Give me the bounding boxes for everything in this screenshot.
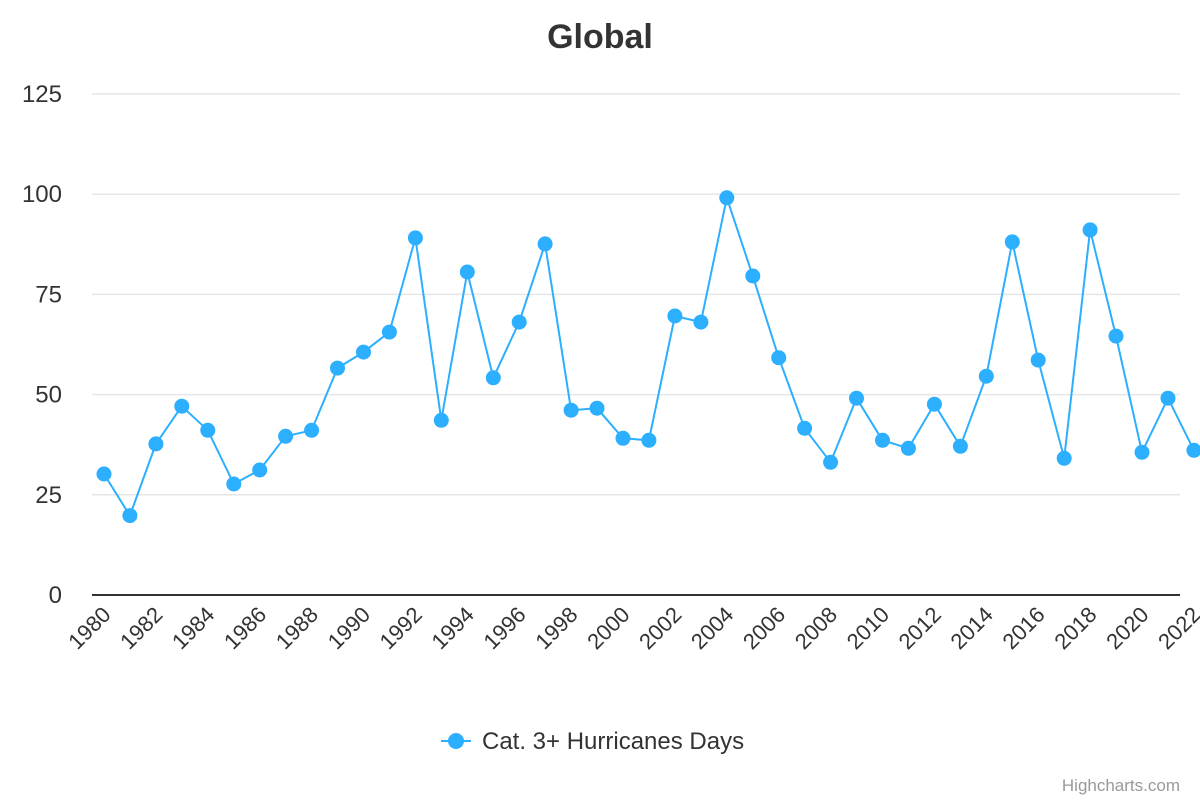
- data-point[interactable]: [1082, 222, 1098, 238]
- x-tick-label: 2020: [1101, 602, 1153, 654]
- x-tick-label: 2006: [738, 602, 790, 654]
- data-point[interactable]: [330, 360, 345, 376]
- x-tick-label: 2004: [686, 602, 738, 654]
- data-point[interactable]: [875, 432, 890, 448]
- data-point[interactable]: [1056, 450, 1072, 466]
- data-point[interactable]: [589, 400, 605, 416]
- series-group: [96, 190, 1200, 524]
- data-point[interactable]: [745, 268, 761, 284]
- data-point[interactable]: [1160, 390, 1176, 406]
- chart-title: Global: [547, 18, 653, 56]
- x-tick-label: 2012: [894, 602, 946, 654]
- x-tick-label: 1988: [271, 602, 323, 654]
- data-point[interactable]: [407, 230, 423, 246]
- x-tick-label: 1980: [63, 602, 115, 654]
- data-point[interactable]: [719, 190, 735, 206]
- legend-marker-icon: [448, 733, 464, 749]
- data-point[interactable]: [1108, 328, 1124, 344]
- data-point[interactable]: [823, 454, 839, 470]
- data-point[interactable]: [96, 466, 112, 482]
- data-point[interactable]: [122, 508, 138, 524]
- y-axis-ticks: 0 25 50 75 100 125: [22, 81, 62, 609]
- x-tick-label: 2002: [634, 602, 686, 654]
- x-tick-label: 1992: [375, 602, 427, 654]
- data-point[interactable]: [693, 314, 709, 330]
- data-point[interactable]: [148, 436, 164, 452]
- x-tick-label: 1998: [530, 602, 582, 654]
- x-tick-label: 2016: [997, 602, 1049, 654]
- x-tick-label: 2022: [1153, 602, 1200, 654]
- legend-item-label[interactable]: Cat. 3+ Hurricanes Days: [482, 728, 744, 755]
- y-tick-label: 100: [22, 181, 62, 208]
- data-point[interactable]: [537, 236, 553, 252]
- data-point[interactable]: [1004, 234, 1020, 250]
- data-point[interactable]: [1134, 444, 1150, 460]
- legend[interactable]: Cat. 3+ Hurricanes Days: [441, 728, 744, 755]
- credits-link[interactable]: Highcharts.com: [1062, 776, 1180, 795]
- data-point[interactable]: [252, 462, 268, 478]
- data-point[interactable]: [511, 314, 527, 330]
- data-point[interactable]: [200, 422, 216, 438]
- x-tick-label: 2018: [1049, 602, 1101, 654]
- data-point[interactable]: [356, 344, 371, 360]
- y-tick-label: 0: [49, 582, 62, 609]
- x-tick-label: 2014: [946, 602, 998, 654]
- y-tick-label: 75: [35, 281, 62, 308]
- data-point[interactable]: [304, 422, 320, 438]
- data-point[interactable]: [485, 370, 501, 386]
- data-point[interactable]: [615, 430, 631, 446]
- data-point[interactable]: [771, 350, 787, 366]
- y-tick-label: 50: [35, 382, 62, 409]
- x-tick-label: 2008: [790, 602, 842, 654]
- data-point[interactable]: [563, 402, 579, 418]
- data-point[interactable]: [667, 308, 683, 324]
- x-tick-label: 1990: [323, 602, 375, 654]
- data-point[interactable]: [978, 368, 994, 384]
- data-point[interactable]: [1186, 442, 1200, 458]
- data-point[interactable]: [226, 476, 242, 492]
- y-tick-label: 25: [35, 482, 62, 509]
- y-tick-label: 125: [22, 81, 62, 108]
- data-point[interactable]: [278, 428, 294, 444]
- data-point[interactable]: [459, 264, 475, 280]
- x-tick-label: 1984: [167, 602, 219, 654]
- data-point[interactable]: [641, 432, 657, 448]
- series-line: [103, 196, 1195, 517]
- data-point[interactable]: [926, 396, 942, 412]
- data-point[interactable]: [1030, 352, 1046, 368]
- x-tick-label: 1986: [219, 602, 271, 654]
- x-tick-label: 2000: [582, 602, 634, 654]
- x-tick-label: 1996: [478, 602, 530, 654]
- grid-lines: [92, 93, 1180, 496]
- x-axis-ticks: 1980 1982 1984 1986 1988 1990 1992 1994 1996 1998…: [63, 602, 1200, 654]
- data-point[interactable]: [849, 390, 864, 406]
- x-tick-label: 1982: [115, 602, 167, 654]
- data-point[interactable]: [381, 324, 397, 340]
- x-tick-label: 1994: [427, 602, 479, 654]
- data-point[interactable]: [797, 420, 813, 436]
- x-tick-label: 2010: [842, 602, 894, 654]
- data-point[interactable]: [174, 398, 190, 414]
- data-point[interactable]: [900, 440, 916, 456]
- data-point[interactable]: [433, 412, 449, 428]
- data-point[interactable]: [952, 438, 968, 454]
